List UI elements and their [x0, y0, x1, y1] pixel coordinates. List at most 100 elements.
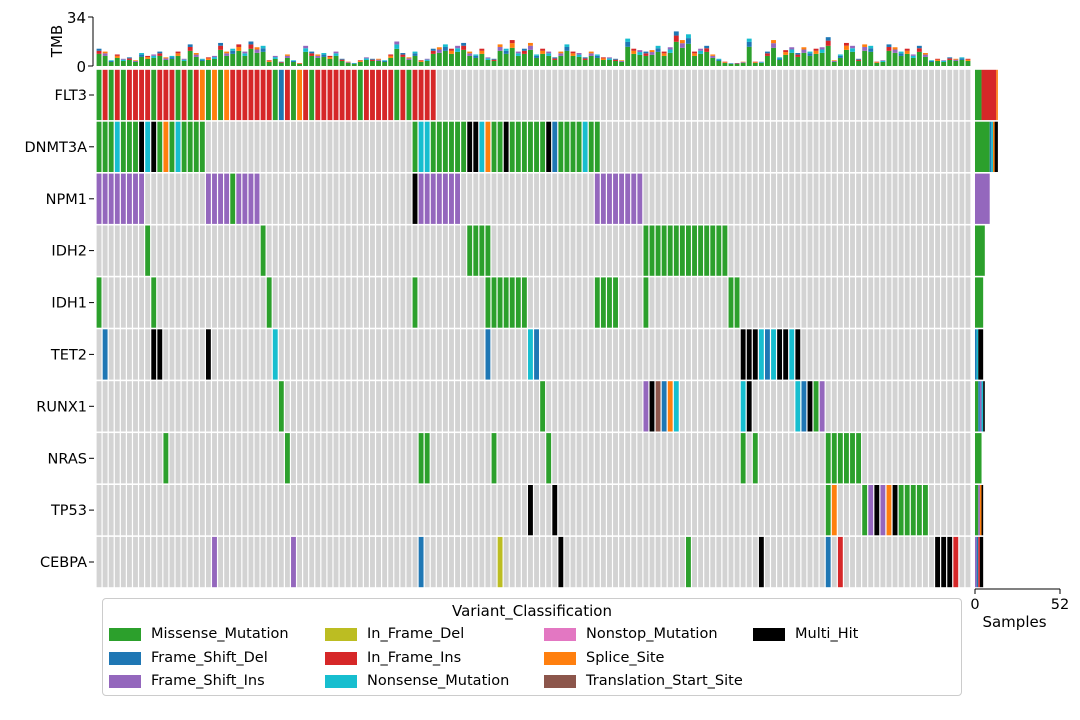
tmb-bar-segment	[740, 62, 746, 63]
empty-cell	[126, 536, 132, 588]
empty-cell	[169, 225, 175, 276]
mutation-cell	[339, 69, 345, 121]
mutation-cell	[528, 329, 533, 380]
empty-cell	[643, 69, 649, 121]
empty-cell	[187, 225, 193, 276]
empty-cell	[922, 433, 928, 484]
tmb-bar-segment	[631, 53, 637, 66]
tmb-bar-segment	[740, 61, 746, 63]
mutation-cell	[205, 69, 211, 121]
empty-cell	[558, 173, 564, 224]
empty-cell	[868, 329, 874, 380]
tmb-bar-segment	[959, 58, 965, 60]
tmb-bar-segment	[224, 55, 230, 66]
empty-cell	[710, 485, 716, 536]
tmb-bar-segment	[163, 58, 169, 60]
samples-axis-label: Samples	[982, 613, 1046, 631]
empty-cell	[734, 69, 740, 121]
empty-cell	[120, 225, 126, 276]
tmb-bar-segment	[777, 57, 783, 59]
tmb-bar-segment	[120, 59, 126, 61]
empty-cell	[910, 381, 916, 432]
mutation-cell	[224, 173, 230, 224]
empty-cell	[521, 485, 527, 536]
tmb-bar-segment	[570, 55, 576, 66]
tmb-bar-segment	[205, 59, 211, 66]
empty-cell	[351, 536, 357, 588]
empty-cell	[449, 536, 454, 588]
mutation-cell	[607, 277, 612, 328]
empty-cell	[303, 485, 309, 536]
empty-cell	[704, 433, 710, 484]
mutation-cell	[546, 121, 552, 172]
tmb-bar-segment	[959, 59, 965, 66]
tmb-bar-segment	[746, 41, 752, 47]
empty-cell	[394, 485, 400, 536]
empty-cell	[910, 536, 916, 588]
empty-cell	[412, 433, 418, 484]
empty-cell	[777, 121, 783, 172]
tmb-bar-segment	[424, 59, 430, 61]
empty-cell	[837, 225, 843, 276]
empty-cell	[588, 69, 594, 121]
empty-cell	[941, 381, 947, 432]
empty-cell	[813, 433, 819, 484]
tmb-bar-segment	[169, 58, 175, 66]
empty-cell	[880, 121, 886, 172]
tmb-bar-segment	[661, 51, 667, 54]
tmb-bar-segment	[916, 48, 922, 52]
mutation-cell	[145, 225, 151, 276]
empty-cell	[898, 381, 904, 432]
mutation-cell	[114, 69, 120, 121]
empty-cell	[594, 329, 600, 380]
empty-cell	[722, 433, 728, 484]
empty-cell	[133, 485, 138, 536]
mutation-cell	[515, 121, 521, 172]
empty-cell	[218, 121, 224, 172]
empty-cell	[916, 329, 922, 380]
mutation-cell	[218, 173, 224, 224]
empty-cell	[242, 381, 248, 432]
empty-cell	[96, 485, 102, 536]
empty-cell	[139, 536, 145, 588]
empty-cell	[455, 329, 460, 380]
tmb-bar-segment	[126, 58, 132, 60]
empty-cell	[430, 536, 436, 588]
empty-cell	[272, 277, 278, 328]
legend-swatch	[325, 651, 357, 665]
tmb-bar-segment	[673, 41, 679, 66]
tmb-bar-segment	[248, 44, 254, 49]
empty-cell	[503, 225, 509, 276]
empty-cell	[564, 381, 570, 432]
empty-cell	[631, 277, 637, 328]
mutation-cell	[157, 69, 163, 121]
empty-cell	[327, 225, 333, 276]
empty-cell	[667, 433, 673, 484]
tmb-bar-segment	[108, 60, 114, 62]
empty-cell	[187, 381, 193, 432]
empty-cell	[175, 433, 181, 484]
tmb-bar-segment	[752, 61, 758, 63]
mutation-cell	[187, 69, 193, 121]
tmb-bar-segment	[303, 51, 309, 66]
empty-cell	[874, 381, 880, 432]
empty-cell	[521, 225, 527, 276]
tmb-tick-label: 0	[76, 58, 86, 76]
empty-cell	[503, 381, 509, 432]
tmb-bar-segment	[212, 55, 217, 58]
tmb-bar-segment	[673, 31, 679, 36]
tmb-bar-segment	[534, 54, 539, 56]
mutation-cell	[892, 485, 898, 536]
tmb-bar-segment	[473, 57, 479, 66]
empty-cell	[266, 433, 272, 484]
mutation-cell	[284, 69, 290, 121]
tmb-bar-segment	[698, 48, 704, 51]
empty-cell	[339, 173, 345, 224]
empty-cell	[692, 277, 697, 328]
empty-cell	[929, 121, 934, 172]
empty-cell	[394, 225, 400, 276]
empty-cell	[193, 225, 199, 276]
empty-cell	[625, 329, 631, 380]
tmb-bar-segment	[801, 49, 807, 53]
empty-cell	[449, 225, 454, 276]
